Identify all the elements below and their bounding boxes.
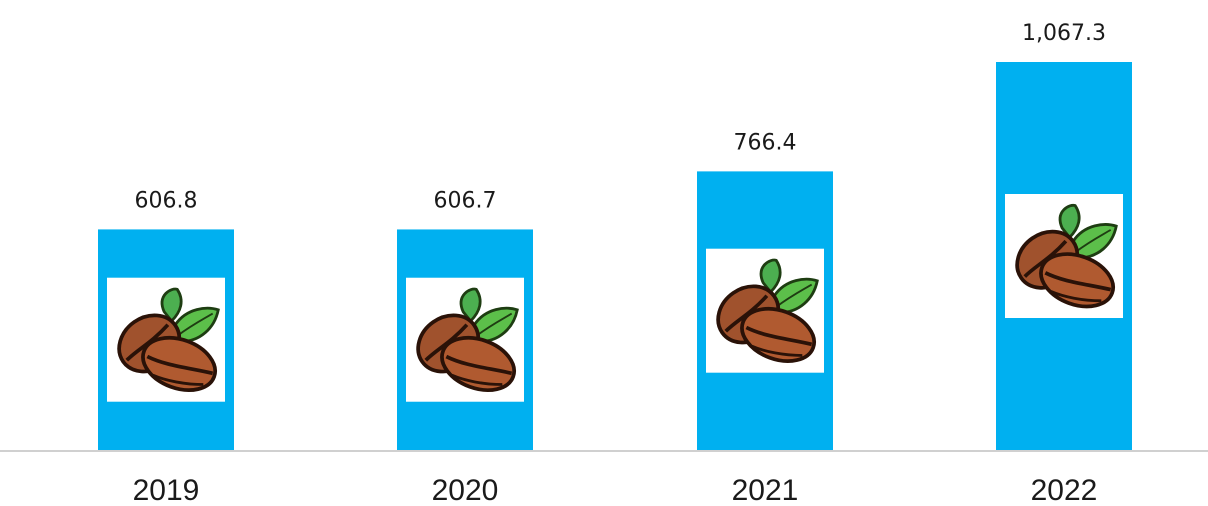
bar-group-2019: 606.8 2019 [98,188,234,506]
data-label-2019: 606.8 [135,188,198,213]
x-tick-label-2019: 2019 [133,474,200,506]
data-label-2021: 766.4 [734,130,797,155]
bar-group-2021: 766.4 2021 [697,130,833,506]
bar-group-2022: 1,067.3 2022 [996,21,1132,506]
data-label-2022: 1,067.3 [1022,21,1106,46]
x-tick-label-2020: 2020 [432,474,499,506]
data-label-2020: 606.7 [434,188,497,213]
x-tick-label-2022: 2022 [1031,474,1098,506]
bar-group-2020: 606.7 2020 [397,188,533,506]
x-tick-label-2021: 2021 [732,474,799,506]
